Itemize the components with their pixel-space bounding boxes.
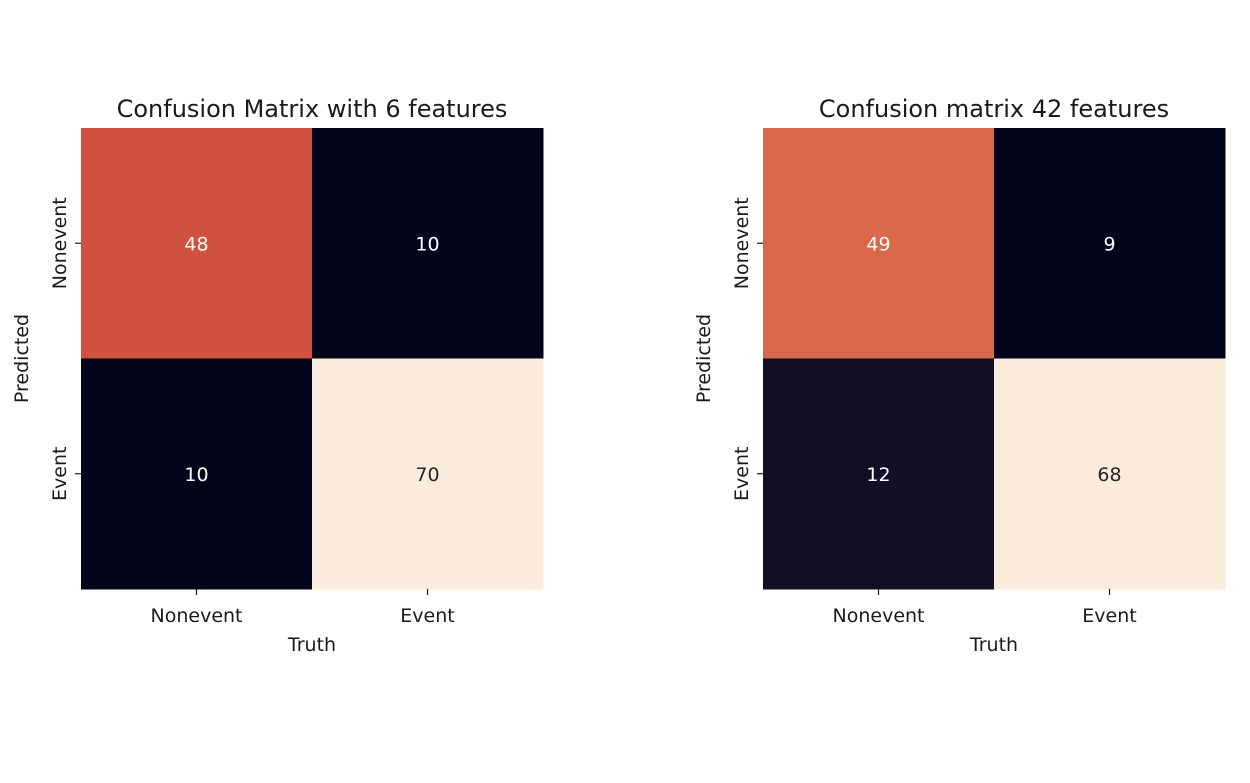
heatmap-cell xyxy=(763,128,995,359)
x-tick-label: Nonevent xyxy=(151,605,243,627)
heatmap-cell xyxy=(994,358,1226,590)
heatmap-panel-1: 48 10 10 70 Confusion Matrix with 6 features… xyxy=(11,95,544,656)
y-tick-label: Nonevent xyxy=(49,197,71,289)
cell-value-label: 68 xyxy=(1097,464,1121,486)
cell-value-label: 70 xyxy=(415,464,439,486)
heatmap-cell xyxy=(312,128,544,359)
cell-value-label: 12 xyxy=(866,464,890,486)
x-axis-label: Truth xyxy=(287,634,336,656)
y-axis-label: Predicted xyxy=(693,314,715,403)
y-axis-label: Predicted xyxy=(11,314,33,403)
cell-value-label: 10 xyxy=(184,464,208,486)
cell-value-label: 48 xyxy=(184,233,208,255)
y-tick-label: Event xyxy=(49,447,71,501)
cell-value-label: 49 xyxy=(866,233,890,255)
cell-value-label: 10 xyxy=(415,233,439,255)
heatmap-panel-2: 49 9 12 68 Confusion matrix 42 features Nonev… xyxy=(693,95,1226,656)
heatmap-cell xyxy=(81,128,313,359)
y-tick-label: Event xyxy=(731,447,753,501)
cell-value-label: 9 xyxy=(1103,233,1115,255)
x-tick-label: Event xyxy=(1082,605,1136,627)
heatmap-cell xyxy=(994,128,1226,359)
heatmap-cell xyxy=(81,358,313,590)
x-tick-label: Nonevent xyxy=(833,605,925,627)
y-tick-label: Nonevent xyxy=(731,197,753,289)
heatmap-cell xyxy=(763,358,995,590)
x-tick-label: Event xyxy=(400,605,454,627)
chart-title: Confusion matrix 42 features xyxy=(819,95,1169,123)
chart-title: Confusion Matrix with 6 features xyxy=(117,95,508,123)
heatmap-cell xyxy=(312,358,544,590)
x-axis-label: Truth xyxy=(969,634,1018,656)
